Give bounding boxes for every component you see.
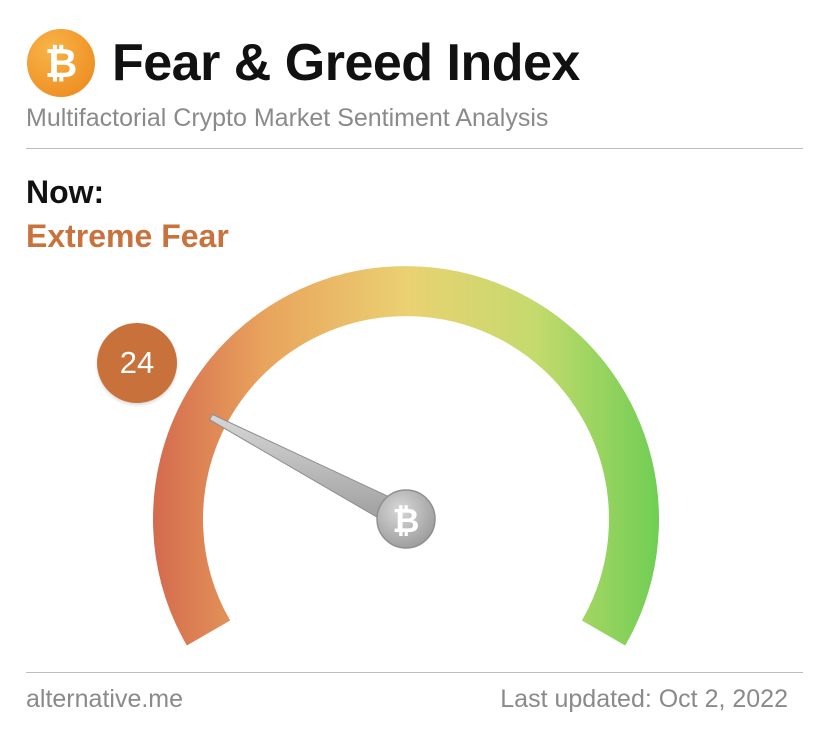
page-subtitle: Multifactorial Crypto Market Sentiment A… xyxy=(26,104,549,132)
bitcoin-logo-icon: ₿ xyxy=(27,29,95,97)
header: ₿ Fear & Greed Index xyxy=(26,28,580,98)
sentiment-classification: Extreme Fear xyxy=(26,218,229,254)
gauge-needle xyxy=(208,413,413,532)
gauge-arc xyxy=(153,266,659,646)
last-updated: Last updated: Oct 2, 2022 xyxy=(500,685,788,713)
svg-text:₿: ₿ xyxy=(393,501,420,540)
now-label: Now: xyxy=(26,174,105,210)
index-value-badge: 24 xyxy=(97,323,177,403)
header-divider xyxy=(26,148,803,149)
bitcoin-hub-icon: ₿ xyxy=(376,489,436,549)
svg-text:₿: ₿ xyxy=(45,41,78,87)
footer-divider xyxy=(26,672,803,673)
source-link[interactable]: alternative.me xyxy=(26,685,184,713)
page-title: Fear & Greed Index xyxy=(112,34,580,92)
